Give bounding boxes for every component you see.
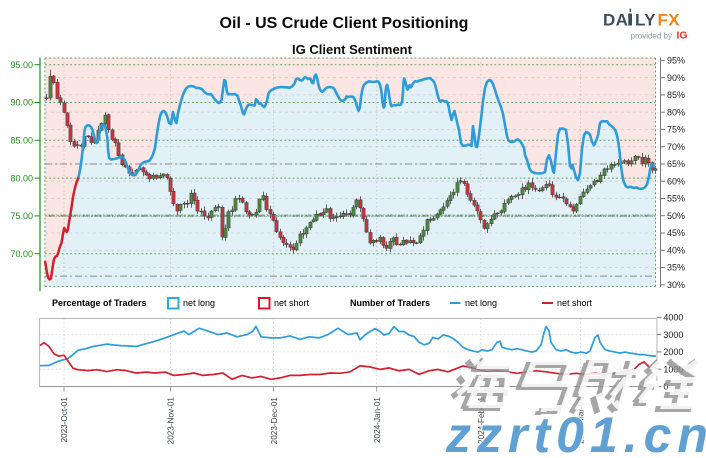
- svg-text:90.00: 90.00: [10, 98, 33, 108]
- svg-text:50%: 50%: [667, 211, 685, 221]
- svg-text:80.00: 80.00: [10, 173, 33, 183]
- svg-text:70%: 70%: [667, 142, 685, 152]
- svg-text:Oil - US Crude Client Position: Oil - US Crude Client Positioning: [220, 15, 469, 32]
- svg-text:45%: 45%: [667, 228, 685, 238]
- svg-text:85.00: 85.00: [10, 136, 33, 146]
- svg-text:95%: 95%: [667, 56, 685, 66]
- svg-text:FX: FX: [658, 11, 681, 30]
- svg-text:35%: 35%: [667, 263, 685, 273]
- svg-text:55%: 55%: [667, 194, 685, 204]
- svg-text:60%: 60%: [667, 176, 685, 186]
- svg-text:4000: 4000: [663, 313, 683, 323]
- svg-text:70.00: 70.00: [10, 249, 33, 259]
- svg-text:1000: 1000: [663, 364, 683, 374]
- svg-text:75%: 75%: [667, 125, 685, 135]
- svg-text:80%: 80%: [667, 107, 685, 117]
- svg-text:2023-Oct-01: 2023-Oct-01: [60, 397, 69, 443]
- svg-text:75.00: 75.00: [10, 211, 33, 221]
- svg-text:2024-Mar-01: 2024-Mar-01: [577, 397, 586, 444]
- svg-text:net long: net long: [465, 298, 497, 308]
- svg-text:Number of Traders: Number of Traders: [350, 298, 430, 308]
- svg-text:65%: 65%: [667, 159, 685, 169]
- svg-text:net short: net short: [557, 298, 593, 308]
- svg-text:IG: IG: [677, 30, 688, 42]
- svg-text:85%: 85%: [667, 90, 685, 100]
- svg-text:net short: net short: [274, 298, 310, 308]
- svg-text:95.00: 95.00: [10, 60, 33, 70]
- svg-text:DA: DA: [603, 11, 628, 30]
- svg-text:2024-Feb-01: 2024-Feb-01: [477, 397, 486, 444]
- svg-text:40%: 40%: [667, 246, 685, 256]
- svg-text:Percentage of Traders: Percentage of Traders: [52, 298, 147, 308]
- svg-text:30%: 30%: [667, 280, 685, 290]
- svg-text:2000: 2000: [663, 347, 683, 357]
- svg-text:0: 0: [663, 382, 668, 392]
- svg-text:2023-Dec-01: 2023-Dec-01: [270, 397, 279, 445]
- svg-text:zzrt01.cn: zzrt01.cn: [445, 407, 706, 453]
- svg-text:90%: 90%: [667, 73, 685, 83]
- svg-text:2023-Nov-01: 2023-Nov-01: [167, 397, 176, 445]
- svg-text:net long: net long: [183, 298, 215, 308]
- svg-text:LY: LY: [635, 11, 656, 30]
- svg-text:3000: 3000: [663, 330, 683, 340]
- svg-text:IG Client Sentiment: IG Client Sentiment: [292, 42, 413, 57]
- svg-text:provided by: provided by: [631, 32, 672, 41]
- svg-text:2024-Jan-01: 2024-Jan-01: [373, 397, 382, 443]
